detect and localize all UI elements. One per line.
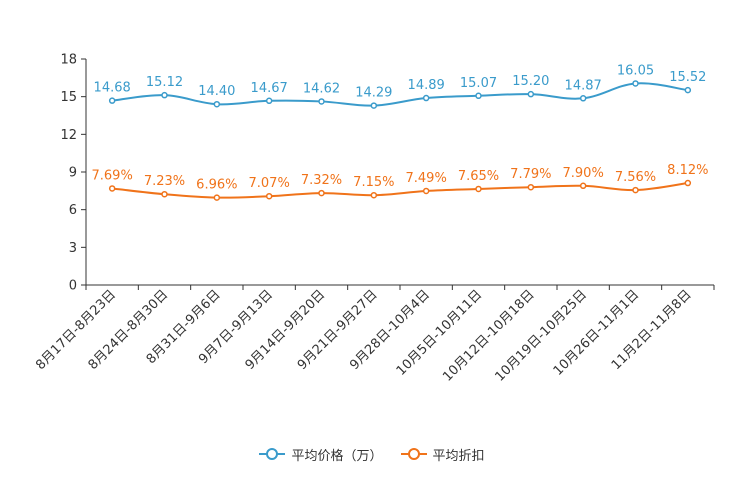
- series-1-data-label: 7.23%: [144, 174, 185, 189]
- legend-discount-marker-icon: [400, 448, 427, 460]
- series-0-point: [213, 100, 221, 108]
- series-0-data-label: 15.20: [512, 74, 549, 89]
- series-1-data-label: 7.79%: [510, 167, 551, 182]
- series-1-point: [632, 186, 639, 194]
- series-1-point: [684, 179, 692, 187]
- series-0-data-label: 14.62: [303, 81, 340, 96]
- series-0-point: [684, 86, 692, 94]
- series-1-data-label: 7.56%: [615, 170, 656, 185]
- series-0-data-label: 14.67: [251, 81, 288, 96]
- series-0-point: [370, 102, 378, 109]
- legend-price-label: 平均价格（万）: [291, 448, 383, 464]
- series-1-point: [527, 183, 535, 191]
- series-1-point: [579, 182, 587, 190]
- y-tick-label: 18: [60, 53, 77, 68]
- series-1-point: [475, 185, 482, 193]
- series-0-point: [265, 97, 273, 105]
- series-1-data-label: 7.07%: [249, 176, 290, 191]
- series-0-point: [475, 92, 482, 100]
- legend-item-price[interactable]: 平均价格（万）: [259, 445, 383, 464]
- series-1-data-label: 7.32%: [301, 173, 342, 188]
- series-1-point: [161, 190, 168, 198]
- series-0-data-label: 14.68: [94, 81, 131, 96]
- legend-item-discount[interactable]: 平均折扣: [400, 445, 485, 464]
- series-0-point: [527, 90, 535, 98]
- y-tick-label: 12: [60, 128, 77, 143]
- y-tick-label: 3: [69, 241, 77, 256]
- series-0-point: [632, 80, 639, 87]
- series-1-point: [108, 185, 116, 192]
- series-1-data-label: 6.96%: [196, 178, 237, 193]
- series-0-point: [161, 91, 168, 99]
- y-tick-label: 0: [69, 279, 77, 294]
- series-0-data-label: 14.29: [355, 86, 392, 101]
- series-1-data-label: 7.69%: [92, 168, 133, 183]
- series-1-data-label: 7.49%: [406, 171, 447, 186]
- series-0-data-label: 14.89: [408, 78, 445, 93]
- series-1-point: [370, 191, 378, 199]
- series-1-data-label: 8.12%: [667, 163, 708, 178]
- series-0-data-label: 15.07: [460, 76, 497, 91]
- series-0-point: [579, 95, 587, 102]
- series-1-data-label: 7.65%: [458, 169, 499, 184]
- series-0-data-label: 15.12: [146, 75, 183, 90]
- series-0-data-label: 14.87: [565, 78, 602, 93]
- y-tick-label: 15: [60, 90, 77, 105]
- series-0-point: [108, 97, 116, 104]
- series-1-data-label: 7.15%: [353, 175, 394, 190]
- series-0-point: [422, 94, 430, 102]
- series-1-point: [213, 194, 221, 201]
- line-chart: 03691215188月17日-8月23日8月24日-8月30日8月31日-9月…: [33, 53, 715, 385]
- series-1-point: [422, 187, 430, 195]
- series-1-point: [318, 189, 325, 197]
- y-tick-label: 6: [69, 203, 77, 218]
- legend-price-marker-icon: [259, 448, 286, 460]
- series-0-data-label: 16.05: [617, 63, 654, 78]
- legend: 平均价格（万） 平均折扣: [0, 443, 744, 465]
- x-tick-label: 10月19日-10月25日: [493, 287, 590, 384]
- series-1-data-label: 7.90%: [563, 166, 604, 181]
- legend-discount-label: 平均折扣: [432, 448, 485, 464]
- series-0-data-label: 15.52: [669, 70, 706, 85]
- series-1-line: [112, 182, 688, 199]
- y-tick-label: 9: [69, 166, 77, 181]
- series-0-point: [318, 98, 325, 105]
- series-0-line: [112, 82, 688, 107]
- series-0-data-label: 14.40: [198, 84, 235, 99]
- series-1-point: [265, 192, 273, 200]
- x-tick-label: 10月12日-10月18日: [440, 287, 537, 384]
